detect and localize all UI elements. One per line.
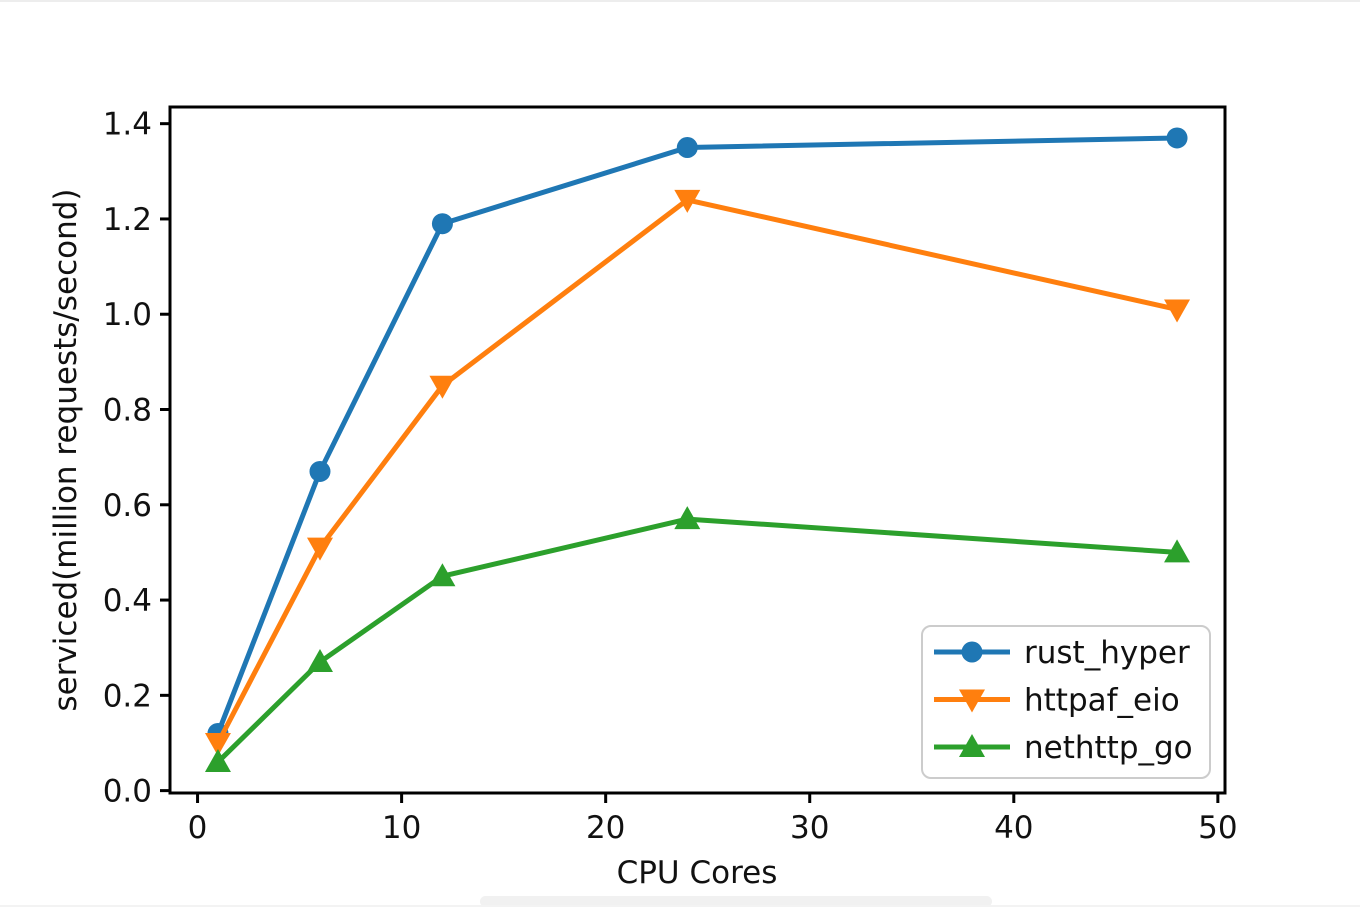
y-axis-title: serviced(million requests/second) [48,188,84,711]
data-point-rust_hyper-4 [1166,127,1188,149]
data-point-rust_hyper-3 [676,136,698,158]
legend-marker-nethttp_go [959,734,985,757]
bottom-edge-line [0,905,1360,907]
bottom-bar [480,896,992,907]
data-point-nethttp_go-4 [1164,539,1191,563]
legend-marker-rust_hyper [961,641,983,663]
data-point-rust_hyper-1 [309,460,331,482]
y-tick-label: 1.2 [103,202,152,238]
x-tick-label: 10 [382,810,421,846]
data-point-httpaf_eio-0 [204,732,231,756]
legend-item-httpaf_eio: httpaf_eio [934,683,1180,719]
x-tick-label: 50 [1198,810,1237,846]
legend-label: rust_hyper [1024,635,1190,671]
data-point-httpaf_eio-2 [429,375,456,399]
legend-box [921,625,1211,779]
x-tick-label: 30 [790,810,829,846]
legend-label: nethttp_go [1024,730,1193,766]
y-tick-label: 0.4 [103,583,152,619]
data-point-httpaf_eio-3 [674,189,701,213]
top-edge-line [0,0,1360,2]
y-tick-label: 0.6 [103,488,152,524]
y-tick-label: 1.0 [103,297,152,333]
data-point-httpaf_eio-1 [306,537,333,561]
data-point-nethttp_go-3 [674,506,701,530]
y-tick-label: 0.2 [103,678,152,714]
legend-marker-httpaf_eio [959,689,985,713]
data-point-rust_hyper-2 [431,213,453,235]
data-point-nethttp_go-1 [306,648,333,672]
plot-border [168,105,1227,795]
legend-item-rust_hyper: rust_hyper [934,635,1190,671]
legend-item-nethttp_go: nethttp_go [934,730,1193,766]
x-tick-label: 0 [188,810,208,846]
data-point-nethttp_go-2 [429,563,456,587]
data-point-nethttp_go-0 [204,749,231,773]
y-tick-label: 1.4 [103,107,152,143]
x-tick-label: 40 [994,810,1033,846]
y-tick-label: 0.0 [103,774,152,810]
x-tick-label: 20 [586,810,625,846]
y-tick-label: 0.8 [103,393,152,429]
x-axis-title: CPU Cores [617,855,778,891]
legend-label: httpaf_eio [1024,683,1180,719]
data-point-httpaf_eio-4 [1164,299,1191,323]
